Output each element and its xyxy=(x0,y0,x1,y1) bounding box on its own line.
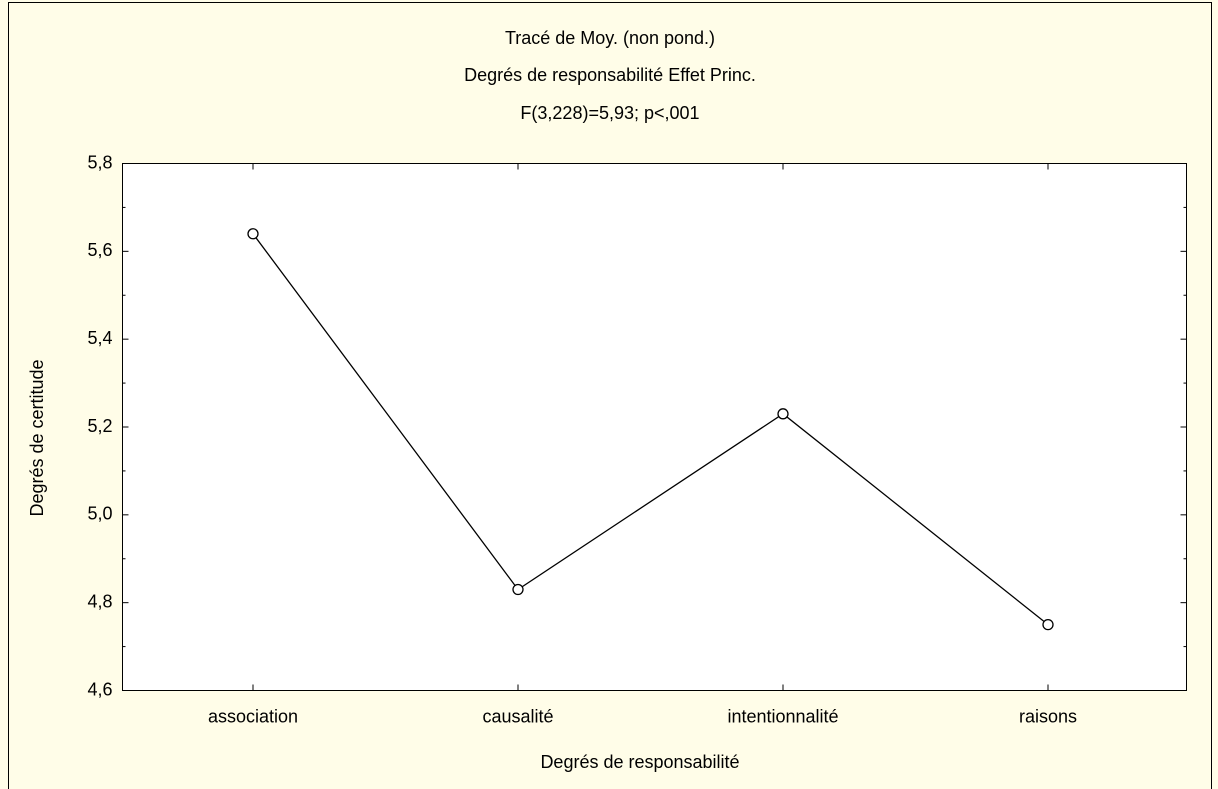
series-line xyxy=(252,233,1049,626)
point xyxy=(247,228,259,240)
point xyxy=(777,408,789,420)
x-tick-label: intentionnalité xyxy=(727,706,838,726)
point xyxy=(512,583,524,596)
y-tick-label: 5,8 xyxy=(87,152,112,172)
x-axis-label: Degrés de responsabilité xyxy=(540,752,739,772)
plot-area xyxy=(122,163,1187,691)
y-tick-label: 5,0 xyxy=(87,504,112,524)
y-tick-label: 5,6 xyxy=(87,240,112,260)
point xyxy=(1042,618,1054,631)
y-tick-label: 5,2 xyxy=(87,416,112,436)
chart-subtitle: Degrés de responsabilité Effet Princ. xyxy=(464,65,756,85)
y-tick-label: 4,8 xyxy=(87,591,112,611)
y-tick-label: 5,4 xyxy=(87,328,112,348)
y-axis-label: Degrés de certitude xyxy=(27,359,47,516)
x-tick-label: association xyxy=(208,706,298,726)
y-tick-label: 4,6 xyxy=(87,679,112,699)
x-tick-label: raisons xyxy=(1019,706,1077,726)
chart-title: Tracé de Moy. (non pond.) xyxy=(505,28,715,48)
x-tick-label: causalité xyxy=(482,706,553,726)
annotation: F(3,228)=5,93; p<,001 xyxy=(520,103,699,123)
